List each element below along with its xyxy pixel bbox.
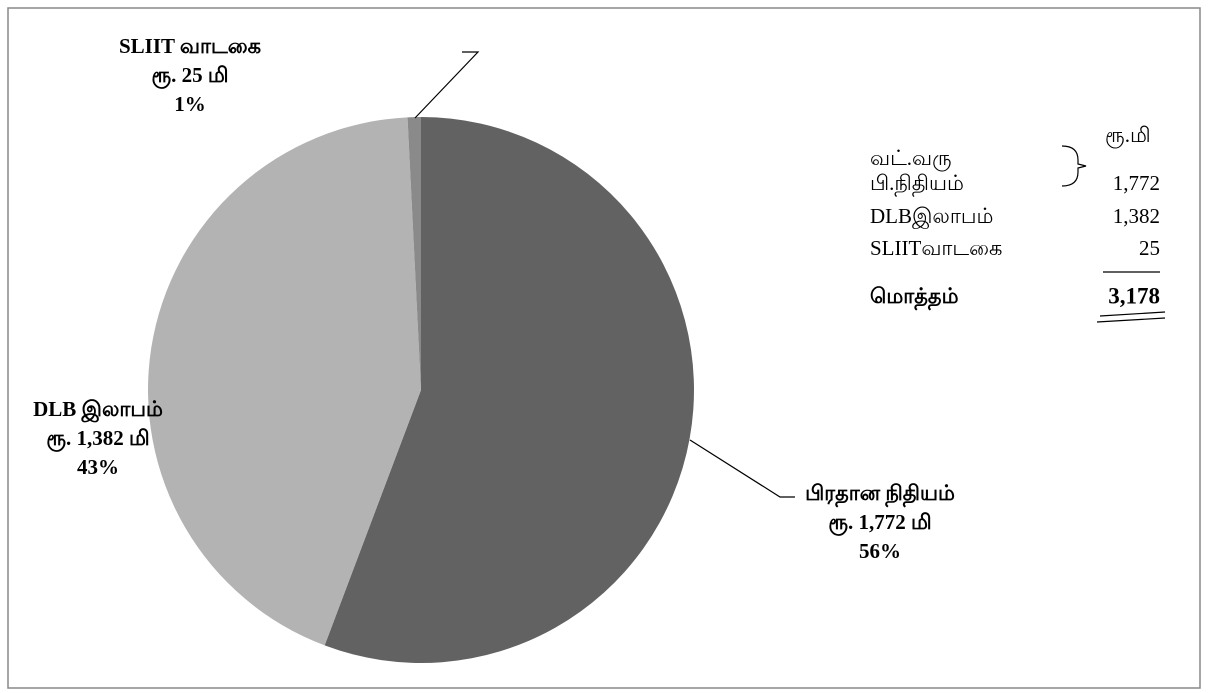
slice bbox=[407, 117, 421, 390]
value-label: ரூ. 25 மி bbox=[151, 63, 228, 89]
total-value: 3,178 bbox=[1108, 283, 1160, 308]
percent-label: 43% bbox=[77, 455, 119, 479]
category-label: DLB இலாபம் bbox=[33, 397, 163, 423]
row-label: DLBஇலாபம் bbox=[870, 204, 993, 229]
row-value: 1,382 bbox=[1113, 204, 1160, 228]
leader-line bbox=[689, 439, 795, 498]
value-label: ரூ. 1,382 மி bbox=[46, 426, 149, 452]
row-value: 25 bbox=[1139, 236, 1160, 260]
row-label: வட்.வரு bbox=[870, 146, 952, 171]
slice bbox=[324, 117, 695, 663]
leader-line bbox=[414, 51, 480, 119]
total-label: மொத்தம் bbox=[870, 284, 959, 311]
percent-label: 1% bbox=[174, 92, 206, 116]
summary-table: ரூ.மி வட்.வரு பி.நிதியம் 1,772 DLBஇலாபம்… bbox=[870, 123, 1166, 323]
data-labels: பிரதான நிதியம்ரூ. 1,772 மி 56% DLB இலாபம் ர… bbox=[33, 34, 955, 563]
percent-label: 56% bbox=[859, 539, 901, 563]
brace bbox=[1061, 145, 1087, 187]
table-unit: ரூ.மி bbox=[1105, 123, 1151, 148]
row-label: SLIITவாடகை bbox=[870, 236, 1002, 260]
category-label: பிரதான நிதியம் bbox=[805, 481, 955, 508]
row-value: 1,772 bbox=[1113, 171, 1160, 195]
double-underline bbox=[1099, 311, 1166, 317]
value-label: ரூ. 1,772 மி bbox=[828, 510, 931, 536]
double-underline bbox=[1096, 317, 1166, 323]
row-label: பி.நிதியம் bbox=[870, 171, 964, 197]
category-label: SLIIT வாடகை bbox=[119, 34, 261, 58]
pie bbox=[147, 117, 695, 663]
slice bbox=[147, 117, 421, 646]
